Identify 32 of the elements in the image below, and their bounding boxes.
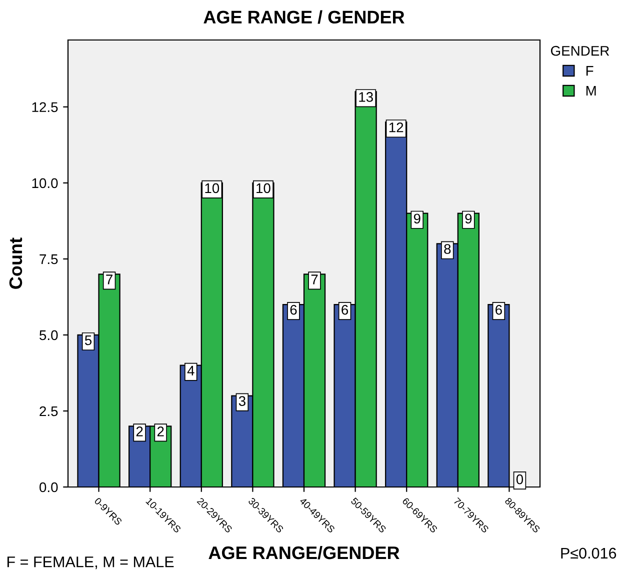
x-axis-title: AGE RANGE/GENDER (208, 546, 400, 560)
y-tick-label: 7.5 (40, 254, 58, 264)
data-label: 5 (84, 335, 92, 346)
data-label: 9 (465, 214, 472, 224)
data-label: 13 (359, 92, 373, 102)
legend-label: M (586, 86, 596, 96)
data-label: 12 (389, 122, 404, 132)
legend-label: F (586, 66, 594, 76)
text: F = FEMALE, M = MALE (7, 556, 174, 570)
legend-title: GENDER (550, 46, 610, 56)
y-tick-label: 2.5 (40, 406, 58, 416)
y-tick-label: 0.0 (40, 482, 58, 492)
y-tick-label: 10.0 (32, 178, 58, 188)
chart-title: AGE RANGE / GENDER (204, 10, 404, 24)
data-label: 9 (414, 214, 420, 224)
data-label: 10 (256, 183, 270, 194)
data-label: 7 (106, 274, 112, 284)
y-tick-label: 12.5 (32, 102, 58, 112)
data-label: 3 (238, 396, 246, 406)
data-label: 8 (444, 244, 451, 254)
data-label: 2 (136, 426, 143, 436)
y-axis-title: Count (9, 238, 22, 289)
data-label: 2 (157, 426, 164, 436)
data-label: 6 (342, 304, 348, 315)
data-label: 4 (187, 366, 194, 376)
data-label: 6 (290, 304, 297, 315)
data-label: 7 (311, 274, 318, 284)
data-label: 6 (496, 304, 502, 315)
y-tick-label: 5.0 (40, 330, 58, 340)
text: P≤0.016 (561, 548, 616, 559)
data-label: 0 (516, 474, 524, 484)
data-label: 10 (205, 183, 220, 194)
